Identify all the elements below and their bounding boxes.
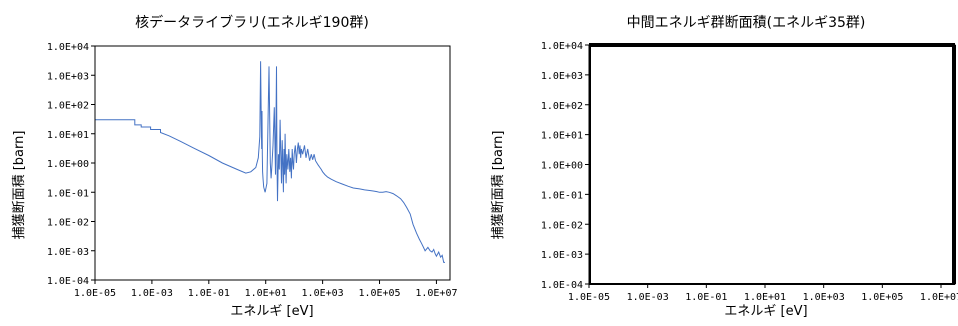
x-tick-label: 1.0E+03 [803, 292, 845, 303]
chart-right-x-ticks: 1.0E-05 1.0E-03 1.0E-01 1.0E+01 1.0E+03 1.0E+… [568, 284, 958, 303]
y-tick-label: 1.0E+01 [541, 131, 583, 142]
chart-right-ylabel: 捕獲断面積 [barn] [490, 131, 506, 240]
y-tick-label: 1.0E-04 [541, 280, 583, 291]
chart-left-y-ticks: 1.0E+04 1.0E+03 1.0E+02 1.0E+01 1.0E+00 1.0E-… [47, 42, 95, 287]
y-tick-label: 1.0E+02 [47, 101, 89, 112]
x-tick-label: 1.0E+05 [861, 292, 903, 303]
y-tick-label: 1.0E-04 [47, 276, 89, 287]
x-tick-label: 1.0E-05 [74, 288, 116, 299]
y-tick-label: 1.0E-03 [47, 247, 89, 258]
chart-right-plot-area [588, 44, 956, 285]
y-tick-label: 1.0E+02 [541, 101, 583, 112]
x-tick-label: 1.0E+07 [920, 292, 958, 303]
y-tick-label: 1.0E-01 [541, 190, 583, 201]
x-tick-label: 1.0E-01 [685, 292, 727, 303]
y-tick-label: 1.0E-02 [541, 220, 583, 231]
x-tick-label: 1.0E+01 [245, 288, 287, 299]
y-tick-label: 1.0E-02 [47, 218, 89, 229]
y-tick-label: 1.0E+01 [47, 130, 89, 141]
x-tick-label: 1.0E+05 [358, 288, 400, 299]
x-tick-label: 1.0E-01 [188, 288, 230, 299]
x-tick-label: 1.0E+03 [302, 288, 344, 299]
chart-right-xlabel: エネルギ [eV] [724, 304, 807, 319]
chart-left-ylabel: 捕獲断面積 [barn] [11, 131, 27, 240]
chart-left-title: 核データライブラリ(エネルギ190群) [135, 14, 369, 31]
chart-right-svg: 中間エネルギ群断面積(エネルギ35群) 捕獲断面積 [barn] エネルギ [e… [490, 15, 958, 319]
y-tick-label: 1.0E+04 [541, 41, 583, 52]
x-tick-label: 1.0E-03 [627, 292, 669, 303]
x-tick-label: 1.0E-03 [131, 288, 173, 299]
x-tick-label: 1.0E+07 [415, 288, 457, 299]
y-tick-label: 1.0E+00 [541, 161, 583, 172]
chart-left-svg: 核データライブラリ(エネルギ190群) 捕獲断面積 [barn] エネルギ [e… [11, 14, 458, 319]
y-tick-label: 1.0E+00 [47, 159, 89, 170]
chart-left-xlabel: エネルギ [eV] [230, 304, 313, 319]
x-tick-label: 1.0E+01 [744, 292, 786, 303]
y-tick-label: 1.0E+03 [541, 71, 583, 82]
x-tick-label: 1.0E-05 [568, 292, 610, 303]
chart-left-x-ticks: 1.0E-05 1.0E-03 1.0E-01 1.0E+01 1.0E+03 1.0E+… [74, 280, 458, 299]
capture-cross-section-line [95, 61, 445, 263]
y-tick-label: 1.0E+04 [47, 42, 89, 53]
chart-right-y-ticks: 1.0E+04 1.0E+03 1.0E+02 1.0E+01 1.0E+00 1.0E-… [541, 41, 589, 291]
chart-left-plot-area [94, 45, 451, 281]
chart-right-title: 中間エネルギ群断面積(エネルギ35群) [627, 15, 866, 31]
chart-left: 核データライブラリ(エネルギ190群) 捕獲断面積 [barn] エネルギ [e… [0, 0, 479, 322]
chart-right: 中間エネルギ群断面積(エネルギ35群) 捕獲断面積 [barn] エネルギ [e… [479, 0, 958, 322]
y-tick-label: 1.0E-01 [47, 188, 89, 199]
y-tick-label: 1.0E+03 [47, 71, 89, 82]
y-tick-label: 1.0E-03 [541, 250, 583, 261]
